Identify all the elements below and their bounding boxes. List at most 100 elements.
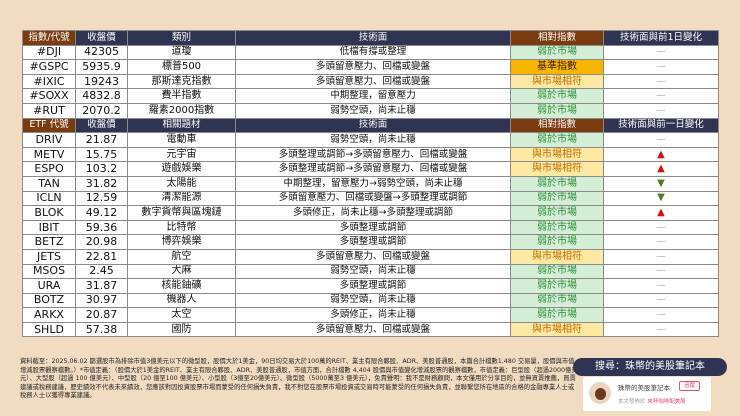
price-cell: 20.87: [75, 307, 128, 323]
category-cell: 道瓊: [127, 44, 236, 61]
rel-cell: 與市場相符: [510, 248, 604, 265]
table-row: #GSPC 5935.9 標普500 多頭留意壓力、回檔或變盤 基準指數 —: [22, 59, 719, 75]
rel-cell: 弱於市場: [510, 205, 604, 221]
dash-icon: —: [603, 278, 719, 294]
tech-cell: 多頭修正，尚未止穩→多頭整理或調節: [235, 205, 511, 221]
published-prefix: 本文發佈於: [618, 399, 646, 405]
tech-cell: 多頭整理或調節: [235, 278, 511, 294]
footnote-disclaimer: 資料截至：2025.06.02 篩選股市為排除市值3億美元以下的微型股，股價大於…: [20, 358, 578, 400]
table-row: #IXIC 19243 那斯達克指數 多頭留意壓力、回檔或變盤 與市場相符 —: [22, 73, 719, 90]
rel-cell: 與市場相符: [510, 146, 604, 163]
rel-cell: 弱於市場: [510, 219, 604, 236]
code-cell: URA: [22, 278, 76, 294]
table-row: BLOK 49.12 數字貨幣與區塊鏈 多頭修正，尚未止穩→多頭整理或調節 弱於市場 ▲: [22, 205, 719, 221]
code-cell: #SOXX: [22, 88, 76, 104]
rel-cell: 弱於市場: [510, 44, 604, 61]
price-cell: 4832.8: [75, 88, 128, 104]
price-cell: 59.36: [75, 219, 128, 236]
publication-link[interactable]: 來杯咖啡配美股: [647, 399, 686, 405]
rel-cell: 弱於市場: [510, 307, 604, 323]
tech-cell: 多頭整理或調節: [235, 219, 511, 236]
code-cell: #DJI: [22, 44, 76, 61]
table-row: METV 15.75 元宇宙 多頭整理或調節→多頭留意壓力、回檔或變盤 與市場相符 ▲: [22, 146, 719, 163]
tech-cell: 多頭整理或調節→多頭留意壓力、回檔或變盤: [235, 146, 511, 163]
table-row: DRIV 21.87 電動車 弱勢空頭，尚未止穩 弱於市場 —: [22, 132, 719, 148]
table-row: #DJI 42305 道瓊 低檔有撐或整理 弱於市場 —: [22, 44, 719, 61]
price-cell: 31.82: [75, 175, 128, 192]
tech-cell: 多頭留意壓力、回檔或變盤: [235, 321, 511, 338]
tech-cell: 多頭留意壓力、回檔或變盤→多頭整理或調節: [235, 190, 511, 207]
price-cell: 42305: [75, 44, 128, 61]
rel-cell: 弱於市場: [510, 278, 604, 294]
table-row: #RUT 2070.2 羅素2000指數 弱勢空頭，尚未止穩 弱於市場 —: [22, 102, 719, 119]
code-cell: #IXIC: [22, 73, 76, 90]
tech-cell: 弱勢空頭，尚未止穩: [235, 132, 511, 148]
code-cell: MSOS: [22, 263, 76, 280]
code-cell: SHLD: [22, 321, 76, 338]
category-cell: 太陽能: [127, 175, 236, 192]
category-cell: 太空: [127, 307, 236, 323]
code-cell: ARKX: [22, 307, 76, 323]
tech-cell: 多頭留意壓力、回檔或變盤: [235, 248, 511, 265]
dash-icon: —: [603, 102, 719, 119]
tech-cell: 中期整理，留意壓力: [235, 88, 511, 104]
arrow-up-icon: ▲: [603, 146, 719, 163]
category-cell: 清潔能源: [127, 190, 236, 207]
table-row: IBIT 59.36 比特幣 多頭整理或調節 弱於市場 —: [22, 219, 719, 236]
price-cell: 20.98: [75, 234, 128, 250]
category-cell: 國防: [127, 321, 236, 338]
column-header: 相對指數: [510, 30, 604, 46]
price-cell: 5935.9: [75, 59, 128, 75]
dash-icon: —: [603, 321, 719, 338]
follow-button[interactable]: 追蹤: [679, 381, 701, 391]
table-row: TAN 31.82 太陽能 中期整理，留意壓力→弱勢空頭，尚未止穩 弱於市場 ▼: [22, 175, 719, 192]
rel-cell: 弱於市場: [510, 132, 604, 148]
rel-cell: 弱於市場: [510, 292, 604, 309]
code-cell: DRIV: [22, 132, 76, 148]
price-cell: 21.87: [75, 132, 128, 148]
table-row: #SOXX 4832.8 費半指數 中期整理，留意壓力 弱於市場 —: [22, 88, 719, 104]
code-cell: BOTZ: [22, 292, 76, 309]
table-row: URA 31.87 核能鈾礦 多頭整理或調節 弱於市場 —: [22, 278, 719, 294]
column-header: 技術面與前一日變化: [603, 117, 719, 134]
arrow-down-icon: ▼: [603, 190, 719, 207]
code-cell: BLOK: [22, 205, 76, 221]
code-cell: BETZ: [22, 234, 76, 250]
column-header: ETF 代號: [22, 117, 76, 134]
rel-cell: 基準指數: [510, 59, 604, 75]
column-header: 指數/代號: [22, 30, 76, 46]
category-cell: 標普500: [127, 59, 236, 75]
code-cell: IBIT: [22, 219, 76, 236]
price-cell: 2.45: [75, 263, 128, 280]
table-header-row: 指數/代號 收盤價 類別 技術面 相對指數 技術面與前1日變化: [22, 30, 719, 46]
category-cell: 遊戲娛樂: [127, 161, 236, 177]
code-cell: ICLN: [22, 190, 76, 207]
category-cell: 元宇宙: [127, 146, 236, 163]
dash-icon: —: [603, 59, 719, 75]
category-cell: 電動車: [127, 132, 236, 148]
table-row: ICLN 12.59 清潔能源 多頭留意壓力、回檔或變盤→多頭整理或調節 弱於市場 ▼: [22, 190, 719, 207]
column-header: 相對指數: [510, 117, 604, 134]
price-cell: 31.87: [75, 278, 128, 294]
category-cell: 比特幣: [127, 219, 236, 236]
table-row: SHLD 57.38 國防 多頭留意壓力、回檔或變盤 與市場相符 —: [22, 321, 719, 338]
rel-cell: 弱於市場: [510, 102, 604, 119]
code-cell: #RUT: [22, 102, 76, 119]
tech-cell: 多頭修正，尚未止穩: [235, 307, 511, 323]
rel-cell: 弱於市場: [510, 263, 604, 280]
author-card[interactable]: 珠幣的美股筆記本 追蹤 本文發佈於 來杯咖啡配美股: [583, 377, 711, 411]
dash-icon: —: [603, 248, 719, 265]
rel-cell: 弱於市場: [510, 88, 604, 104]
code-cell: TAN: [22, 175, 76, 192]
column-header: 技術面與前1日變化: [603, 30, 719, 46]
category-cell: 航空: [127, 248, 236, 265]
arrow-down-icon: ▼: [603, 175, 719, 192]
code-cell: METV: [22, 146, 76, 163]
price-cell: 19243: [75, 73, 128, 90]
dash-icon: —: [603, 307, 719, 323]
rel-cell: 弱於市場: [510, 175, 604, 192]
code-cell: JETS: [22, 248, 76, 265]
price-cell: 49.12: [75, 205, 128, 221]
price-cell: 12.59: [75, 190, 128, 207]
dash-icon: —: [603, 234, 719, 250]
